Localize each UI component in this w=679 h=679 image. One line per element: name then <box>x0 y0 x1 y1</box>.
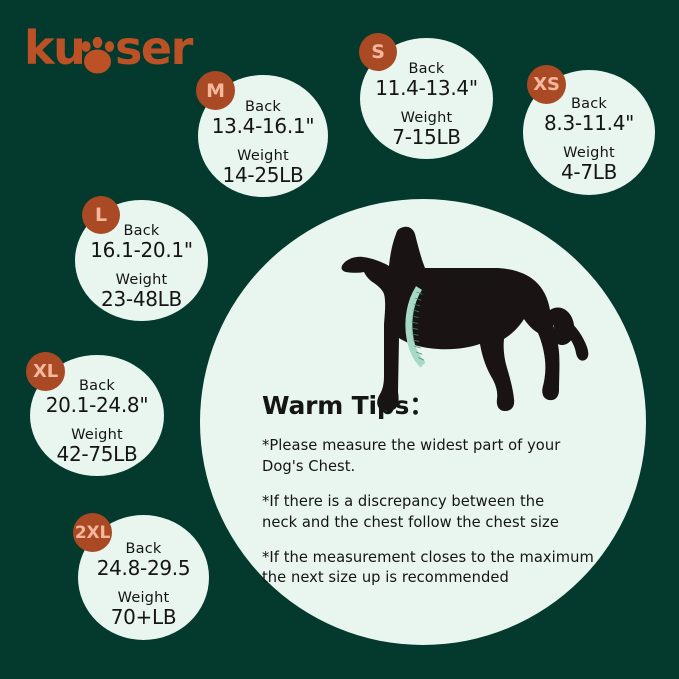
back-value: 11.4-13.4" <box>375 76 478 101</box>
weight-value: 70+LB <box>110 604 177 629</box>
brand-logo: ku ser <box>24 22 224 78</box>
back-label: Back <box>123 223 160 240</box>
back-value: 16.1-20.1" <box>90 238 193 263</box>
paw-print-icon <box>81 36 115 74</box>
weight-value: 23-48LB <box>101 287 182 312</box>
weight-label: Weight <box>400 110 453 126</box>
measuring-tape-icon <box>405 286 426 368</box>
back-label: Back <box>408 61 445 78</box>
warm-tip-item: *If there is a discrepancy between the n… <box>262 492 559 531</box>
back-label: Back <box>570 95 607 112</box>
chest-measurement-label: Chest <box>447 272 496 291</box>
logo-text-right: ser <box>115 22 194 75</box>
weight-value: 14-25LB <box>222 162 304 187</box>
back-value: 20.1-24.8" <box>45 393 149 418</box>
size-badge-label: XL <box>33 361 58 382</box>
size-badge-l[interactable]: L <box>82 196 120 234</box>
logo-text-left: ku <box>24 22 84 75</box>
weight-label: Weight <box>117 589 170 606</box>
weight-value: 42-75LB <box>56 442 138 467</box>
size-badge-label: XS <box>533 74 560 95</box>
weight-label: Weight <box>71 427 123 443</box>
warm-tips-section: Warm Tips： *Please measure the widest pa… <box>262 386 612 589</box>
size-badge-label: 2XL <box>74 522 111 543</box>
weight-label: Weight <box>563 144 615 161</box>
back-label: Back <box>125 540 162 557</box>
warm-tip-item: *Please measure the widest part of your … <box>262 437 561 475</box>
size-badge-xl[interactable]: XL <box>26 352 65 391</box>
size-badge-label: L <box>95 204 107 226</box>
warm-tips-title: Warm Tips： <box>262 391 435 420</box>
weight-value: 4-7LB <box>560 159 618 184</box>
size-bubble-m[interactable]: Back 13.4-16.1" Weight 14-25LB <box>198 75 328 197</box>
size-badge-2xl[interactable]: 2XL <box>73 513 112 552</box>
size-badge-s[interactable]: S <box>359 33 397 71</box>
back-value: 24.8-29.5 <box>96 555 191 580</box>
size-badge-label: S <box>371 41 385 63</box>
size-badge-m[interactable]: M <box>196 71 235 110</box>
weight-value: 7-15LB <box>392 125 461 150</box>
back-value: 8.3-11.4" <box>543 110 635 135</box>
dog-silhouette-illustration <box>322 226 592 436</box>
size-badge-label: M <box>206 79 225 102</box>
dog-body-shape <box>341 226 589 411</box>
back-label: Back <box>78 378 115 395</box>
back-value: 13.4-16.1" <box>211 113 315 138</box>
warm-tip-item: *If the measurement closes to the maximu… <box>262 548 594 587</box>
back-label: Back <box>244 98 281 115</box>
weight-label: Weight <box>237 147 289 164</box>
weight-label: Weight <box>115 272 168 288</box>
size-badge-xs[interactable]: XS <box>527 65 566 104</box>
